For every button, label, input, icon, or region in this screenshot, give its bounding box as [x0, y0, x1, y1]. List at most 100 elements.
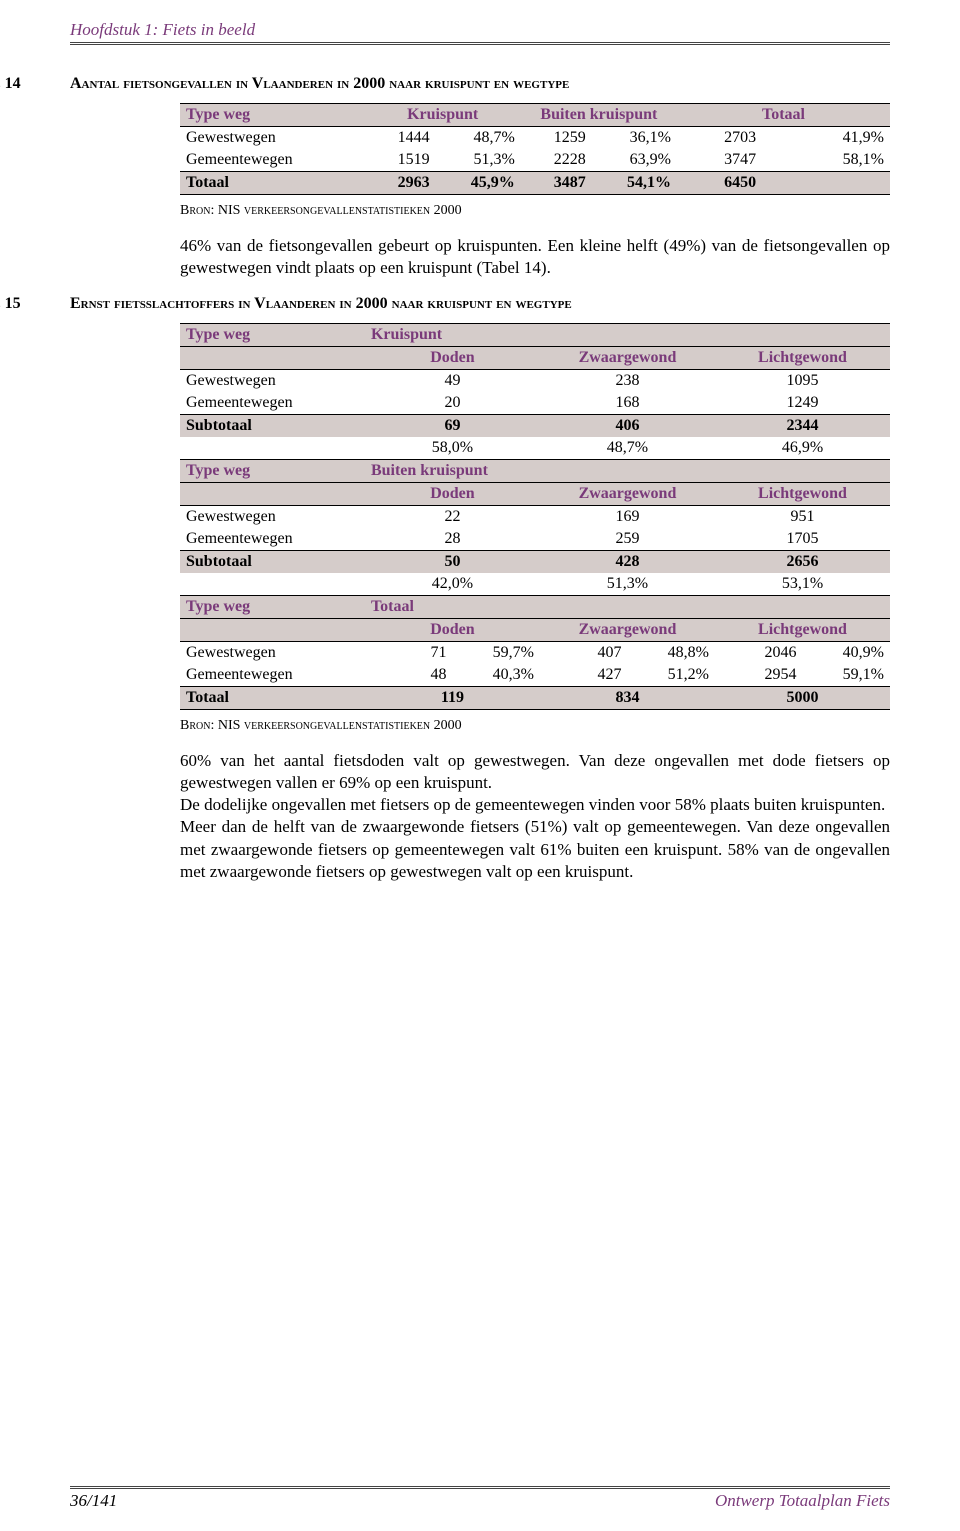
t14-h-kruis: Kruispunt [365, 104, 521, 127]
cell: 48 [365, 664, 453, 687]
cell: 2963 [365, 172, 436, 195]
tabel15-label: Tabel 15 [0, 295, 70, 313]
tabel15-source: Bron: NIS verkeersongevallenstatistieken… [180, 718, 890, 734]
cell: Gemeentewegen [180, 528, 365, 551]
cell: 45,9% [436, 172, 521, 195]
t15-s1-type: Type weg [180, 324, 365, 347]
cell: 1444 [365, 127, 436, 150]
page-footer: 36/141 Ontwerp Totaalplan Fiets [70, 1486, 890, 1511]
cell-empty [180, 573, 365, 596]
cell: 2344 [715, 415, 890, 438]
cell: Gemeentewegen [180, 392, 365, 415]
table-total-row: Totaal 119 834 5000 [180, 687, 890, 710]
cell: 834 [540, 687, 715, 710]
cell: 168 [540, 392, 715, 415]
cell: Gewestwegen [180, 642, 365, 665]
t15-h-zwaar: Zwaargewond [540, 347, 715, 370]
paragraph-4: Meer dan de helft van de zwaargewonde fi… [180, 816, 890, 882]
table-subtotal-row: Subtotaal 69 406 2344 [180, 415, 890, 438]
cell: 1519 [365, 149, 436, 172]
tabel14-label: Tabel 14 [0, 75, 70, 93]
t15-h-doden3: Doden [365, 619, 540, 642]
cell: 3747 [677, 149, 762, 172]
cell: 58,1% [762, 149, 890, 172]
cell: 2703 [677, 127, 762, 150]
cell: Gewestwegen [180, 370, 365, 393]
cell: 2954 [715, 664, 803, 687]
page-header: Hoofdstuk 1: Fiets in beeld [70, 20, 890, 45]
table-row: Gewestwegen 49 238 1095 [180, 370, 890, 393]
tabel15-caption-row: Tabel 15 Ernst fietsslachtoffers in Vlaa… [70, 295, 890, 313]
t15-s3-type: Type weg [180, 596, 365, 619]
cell-empty [180, 619, 365, 642]
cell: 119 [365, 687, 540, 710]
tabel14-title: Aantal fietsongevallen in Vlaanderen in … [70, 75, 569, 93]
table-total-row: Totaal 2963 45,9% 3487 54,1% 6450 [180, 172, 890, 195]
cell: 1095 [715, 370, 890, 393]
table-row: Gemeentewegen 1519 51,3% 2228 63,9% 3747… [180, 149, 890, 172]
cell: 169 [540, 506, 715, 529]
cell: 53,1% [715, 573, 890, 596]
cell: 41,9% [762, 127, 890, 150]
cell: 407 [540, 642, 628, 665]
tabel14: Type weg Kruispunt Buiten kruispunt Tota… [180, 103, 890, 195]
cell: 71 [365, 642, 453, 665]
cell: 69 [365, 415, 540, 438]
paragraph-1: 46% van de fietsongevallen gebeurt op kr… [180, 235, 890, 279]
cell [762, 172, 890, 195]
cell-empty [540, 324, 890, 347]
cell: 951 [715, 506, 890, 529]
footer-doc-title: Ontwerp Totaalplan Fiets [715, 1491, 890, 1511]
cell: 1705 [715, 528, 890, 551]
cell: 48,7% [436, 127, 521, 150]
cell: Gemeentewegen [180, 149, 365, 172]
t15-s1-kruis: Kruispunt [365, 324, 540, 347]
tabel15: Type weg Kruispunt Doden Zwaargewond Lic… [180, 323, 890, 710]
t15-s2-buiten: Buiten kruispunt [365, 460, 540, 483]
cell: 40,3% [452, 664, 540, 687]
tabel15-block: Type weg Kruispunt Doden Zwaargewond Lic… [180, 323, 890, 883]
cell: 22 [365, 506, 540, 529]
cell: 2228 [521, 149, 592, 172]
cell: 36,1% [592, 127, 677, 150]
cell: 59,1% [802, 664, 890, 687]
table-row: Gemeentewegen 48 40,3% 427 51,2% 2954 59… [180, 664, 890, 687]
cell: 259 [540, 528, 715, 551]
cell: 1259 [521, 127, 592, 150]
table-pct-row: 58,0% 48,7% 46,9% [180, 437, 890, 460]
cell: Subtotaal [180, 551, 365, 574]
t15-h-licht2: Lichtgewond [715, 483, 890, 506]
tabel14-block: Type weg Kruispunt Buiten kruispunt Tota… [180, 103, 890, 279]
cell: 406 [540, 415, 715, 438]
cell: 20 [365, 392, 540, 415]
cell: 3487 [521, 172, 592, 195]
t15-h-zwaar2: Zwaargewond [540, 483, 715, 506]
cell: 51,3% [540, 573, 715, 596]
t15-h-doden2: Doden [365, 483, 540, 506]
table-row: Gewestwegen 71 59,7% 407 48,8% 2046 40,9… [180, 642, 890, 665]
cell: Gewestwegen [180, 127, 365, 150]
cell: 42,0% [365, 573, 540, 596]
cell: 50 [365, 551, 540, 574]
table-row: Gemeentewegen 28 259 1705 [180, 528, 890, 551]
paragraph-2: 60% van het aantal fietsdoden valt op ge… [180, 750, 890, 794]
cell: 48,7% [540, 437, 715, 460]
cell: 40,9% [802, 642, 890, 665]
cell-empty [540, 460, 890, 483]
cell: 51,3% [436, 149, 521, 172]
cell: 1249 [715, 392, 890, 415]
tabel14-source: Bron: NIS verkeersongevallenstatistieken… [180, 203, 890, 219]
cell-empty [540, 596, 890, 619]
cell: 427 [540, 664, 628, 687]
cell: 48,8% [627, 642, 715, 665]
t15-h-licht: Lichtgewond [715, 347, 890, 370]
cell: 6450 [677, 172, 762, 195]
cell: Totaal [180, 687, 365, 710]
t15-h-licht3: Lichtgewond [715, 619, 890, 642]
cell: 238 [540, 370, 715, 393]
t14-h-buiten: Buiten kruispunt [521, 104, 677, 127]
tabel14-caption-row: Tabel 14 Aantal fietsongevallen in Vlaan… [70, 75, 890, 93]
cell: 51,2% [627, 664, 715, 687]
cell: 49 [365, 370, 540, 393]
cell: 28 [365, 528, 540, 551]
